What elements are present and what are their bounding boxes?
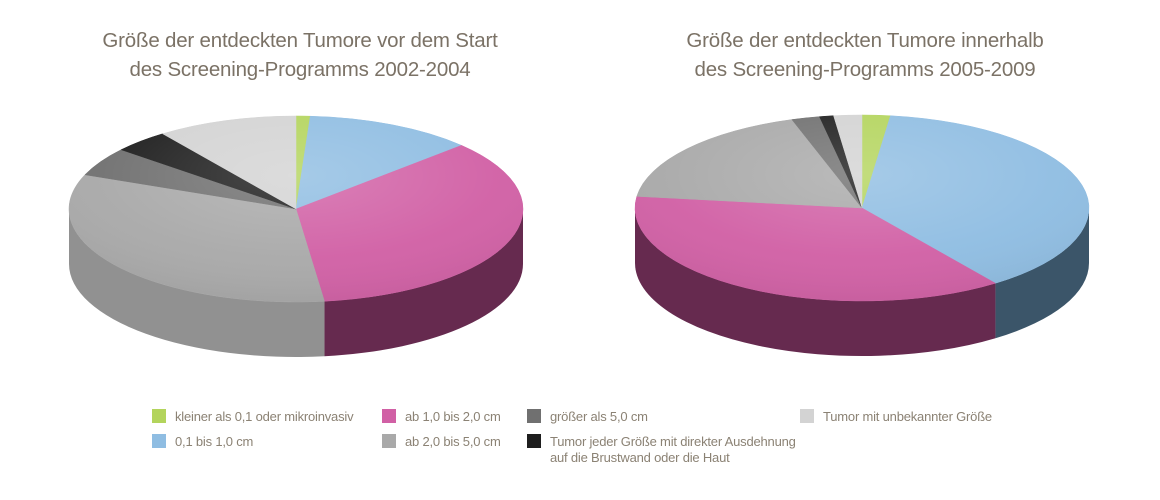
legend-swatch-2: [382, 409, 396, 423]
pie-top-sheen: [69, 116, 523, 302]
legend-item-4: größer als 5,0 cm: [527, 409, 648, 425]
legend-label-2: ab 1,0 bis 2,0 cm: [405, 409, 501, 424]
legend-swatch-5: [527, 434, 541, 448]
pie-chart-before-screening: [68, 115, 524, 357]
chart-title-left-line2: des Screening-Programms 2002-2004: [129, 58, 471, 81]
legend-label-0: kleiner als 0,1 oder mikroinvasiv: [175, 409, 354, 424]
legend-label-6: Tumor mit unbekannter Größe: [823, 409, 992, 424]
legend-item-6: Tumor mit unbekannter Größe: [800, 409, 992, 425]
legend-item-5: Tumor jeder Größe mit direkter Ausdehnun…: [527, 434, 802, 466]
chart-title-left: Größe der entdeckten Tumore vor dem Star…: [40, 26, 560, 84]
legend-swatch-1: [152, 434, 166, 448]
legend-label-5: Tumor jeder Größe mit direkter Ausdehnun…: [550, 434, 796, 465]
legend-item-3: ab 2,0 bis 5,0 cm: [382, 434, 501, 450]
pie-top-sheen: [635, 115, 1089, 301]
legend-item-1: 0,1 bis 1,0 cm: [152, 434, 253, 450]
legend-swatch-4: [527, 409, 541, 423]
chart-title-right-line1: Größe der entdeckten Tumore innerhalb: [686, 29, 1044, 52]
pie-slice-side-3: [69, 209, 325, 357]
pie-chart-within-screening: [634, 114, 1090, 357]
pie-slice-side-2: [324, 209, 523, 357]
legend-label-1: 0,1 bis 1,0 cm: [175, 434, 254, 449]
pie-slice-side-2: [634, 208, 996, 357]
legend-swatch-0: [152, 409, 166, 423]
chart-title-right-line2: des Screening-Programms 2005-2009: [694, 58, 1036, 81]
chart-title-left-line1: Größe der entdeckten Tumore vor dem Star…: [102, 29, 498, 52]
pie-slice-side-1: [995, 208, 1089, 339]
chart-title-right: Größe der entdeckten Tumore innerhalb de…: [605, 26, 1125, 84]
legend-label-4: größer als 5,0 cm: [550, 409, 648, 424]
legend-item-0: kleiner als 0,1 oder mikroinvasiv: [152, 409, 354, 425]
legend-item-2: ab 1,0 bis 2,0 cm: [382, 409, 501, 425]
legend-swatch-3: [382, 434, 396, 448]
legend-swatch-6: [800, 409, 814, 423]
legend-label-3: ab 2,0 bis 5,0 cm: [405, 434, 501, 449]
